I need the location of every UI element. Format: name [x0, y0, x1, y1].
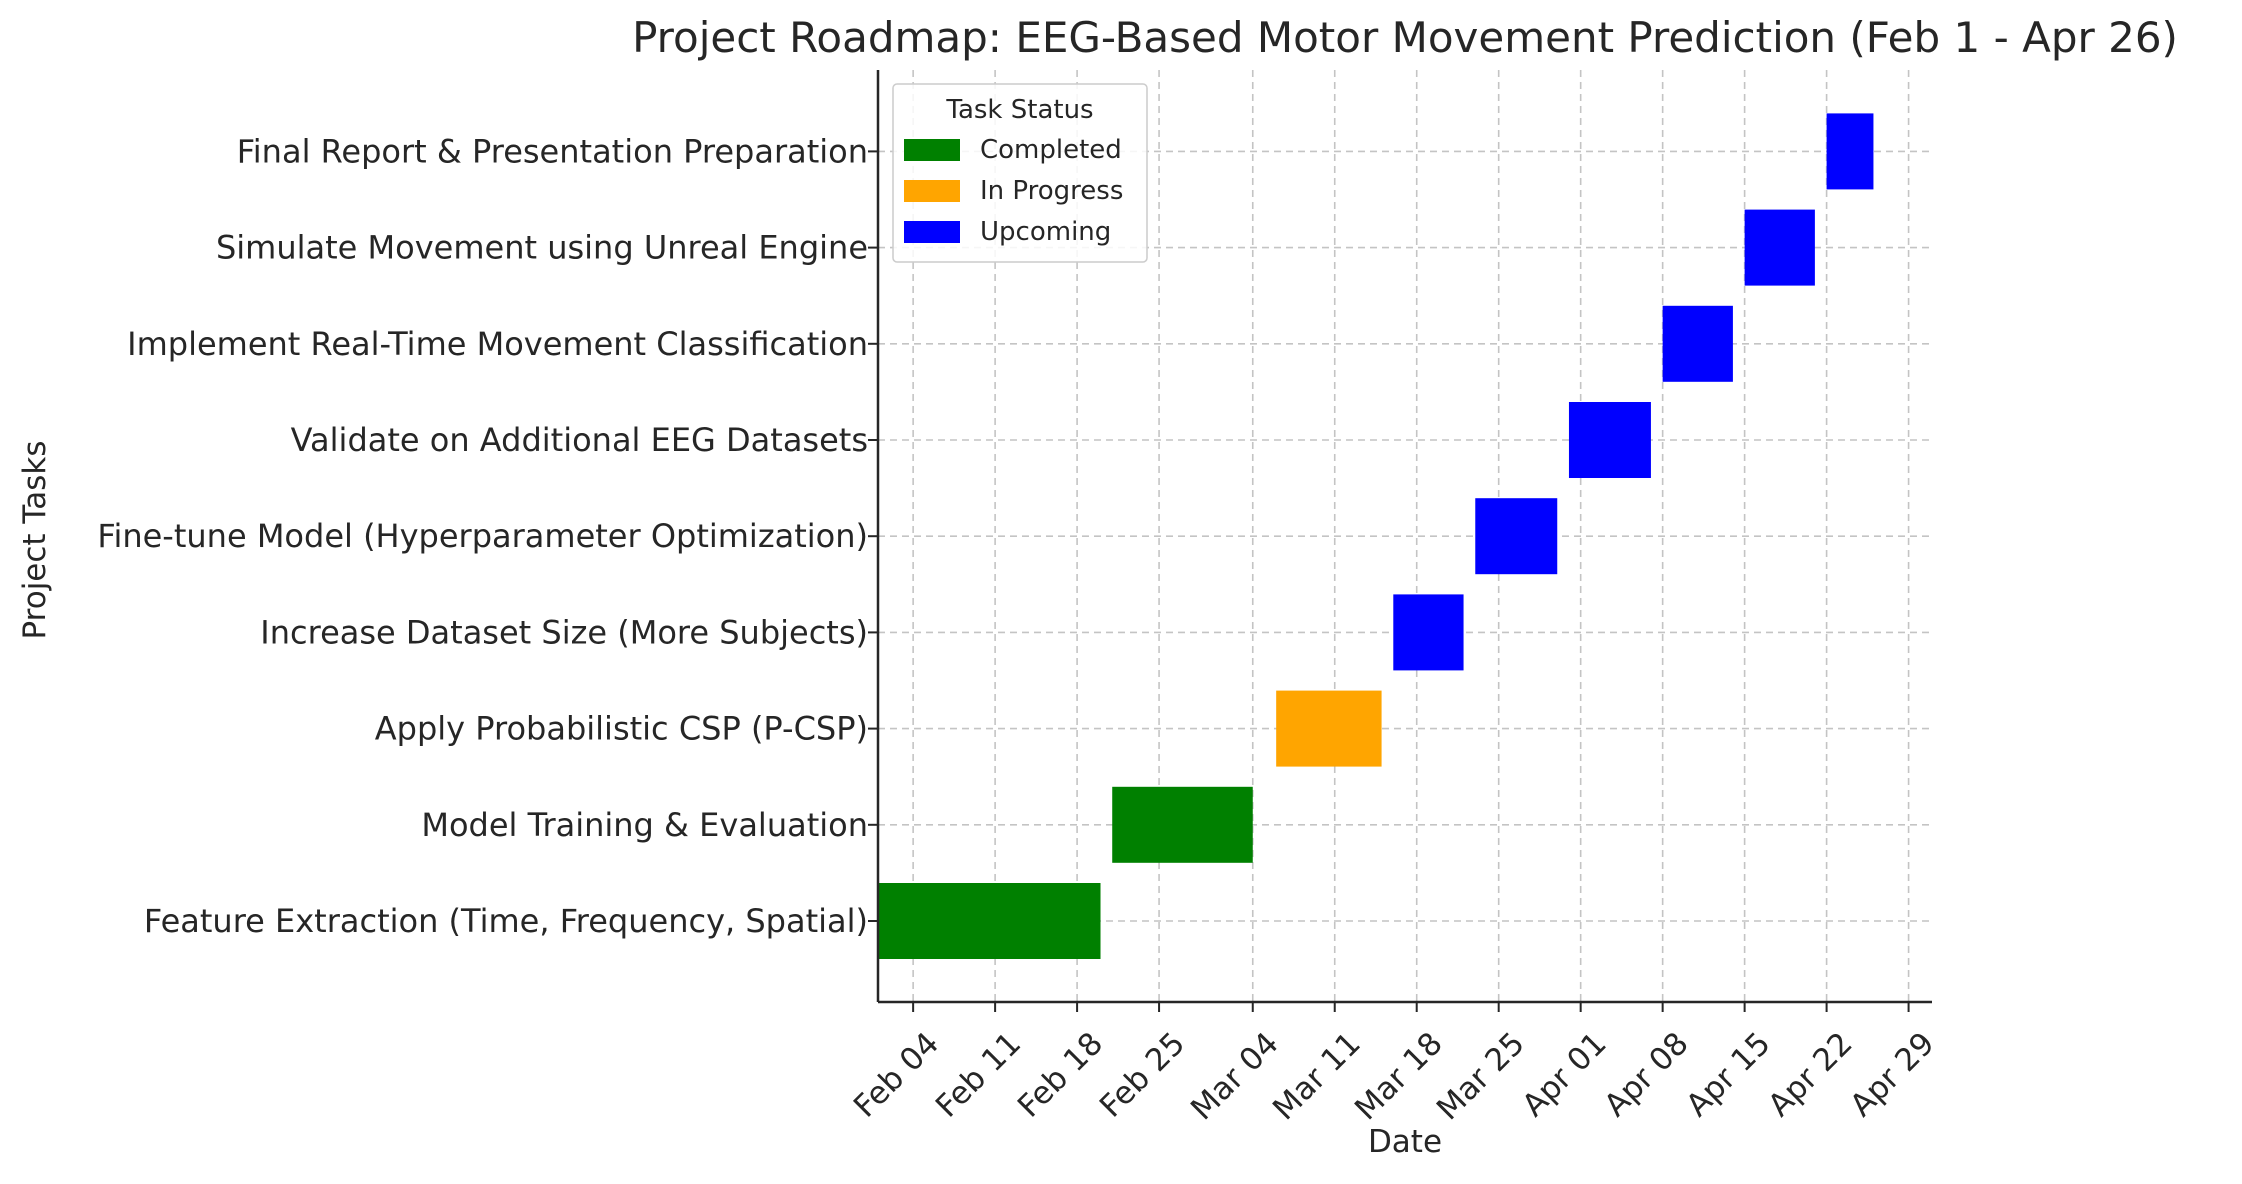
x-tick-label: Feb 18 — [1011, 1026, 1110, 1125]
x-tick-label: Apr 22 — [1761, 1026, 1859, 1124]
task-label: Simulate Movement using Unreal Engine — [216, 229, 868, 267]
task-bar — [1276, 690, 1382, 767]
legend: Task Status Completed In Progress Upcoming — [892, 83, 1148, 263]
x-tick-label: Apr 29 — [1843, 1026, 1941, 1124]
task-bar — [1744, 209, 1815, 286]
task-bar — [1568, 402, 1651, 478]
task-bar — [1393, 594, 1464, 671]
task-bar — [1112, 786, 1253, 863]
x-tick-label: Apr 08 — [1597, 1026, 1695, 1124]
x-axis-label: Date — [1368, 1124, 1442, 1160]
legend-swatch — [904, 180, 960, 202]
task-label: Increase Dataset Size (More Subjects) — [260, 613, 868, 651]
task-bars — [878, 113, 1874, 959]
legend-label: In Progress — [980, 176, 1123, 206]
legend-swatch — [904, 139, 960, 161]
legend-label: Completed — [980, 135, 1122, 165]
x-tick-label: Apr 01 — [1515, 1026, 1613, 1124]
legend-entries: Completed In Progress Upcoming — [904, 135, 1123, 247]
task-bar — [878, 883, 1101, 959]
task-bar — [1475, 498, 1558, 575]
task-bar — [1662, 305, 1733, 382]
y-axis-label: Project Tasks — [17, 441, 53, 640]
x-tick-label: Mar 18 — [1348, 1026, 1450, 1128]
task-label: Validate on Additional EEG Datasets — [291, 421, 868, 459]
task-label: Final Report & Presentation Preparation — [237, 132, 868, 170]
task-label: Apply Probabilistic CSP (P-CSP) — [375, 710, 868, 748]
task-bar — [1826, 113, 1874, 190]
x-tick-label: Feb 25 — [1093, 1026, 1192, 1125]
legend-label: Upcoming — [980, 217, 1111, 247]
x-tick-label: Feb 11 — [929, 1026, 1028, 1125]
x-tick-label: Apr 15 — [1679, 1026, 1777, 1124]
axes — [868, 70, 1932, 1012]
task-label: Fine-tune Model (Hyperparameter Optimiza… — [97, 517, 868, 555]
task-label: Model Training & Evaluation — [421, 806, 868, 844]
task-labels: Feature Extraction (Time, Frequency, Spa… — [97, 132, 868, 940]
legend-swatch — [904, 221, 960, 243]
chart-title: Project Roadmap: EEG-Based Motor Movemen… — [632, 13, 2178, 62]
task-label: Feature Extraction (Time, Frequency, Spa… — [144, 902, 868, 940]
legend-title: Task Status — [945, 95, 1093, 125]
x-tick-label: Mar 04 — [1184, 1026, 1286, 1128]
x-tick-label: Feb 04 — [847, 1026, 946, 1125]
x-tick-label: Mar 25 — [1430, 1026, 1532, 1128]
x-tick-label: Mar 11 — [1266, 1026, 1368, 1128]
task-label: Implement Real-Time Movement Classificat… — [127, 325, 868, 363]
legend-frame — [892, 83, 1148, 263]
